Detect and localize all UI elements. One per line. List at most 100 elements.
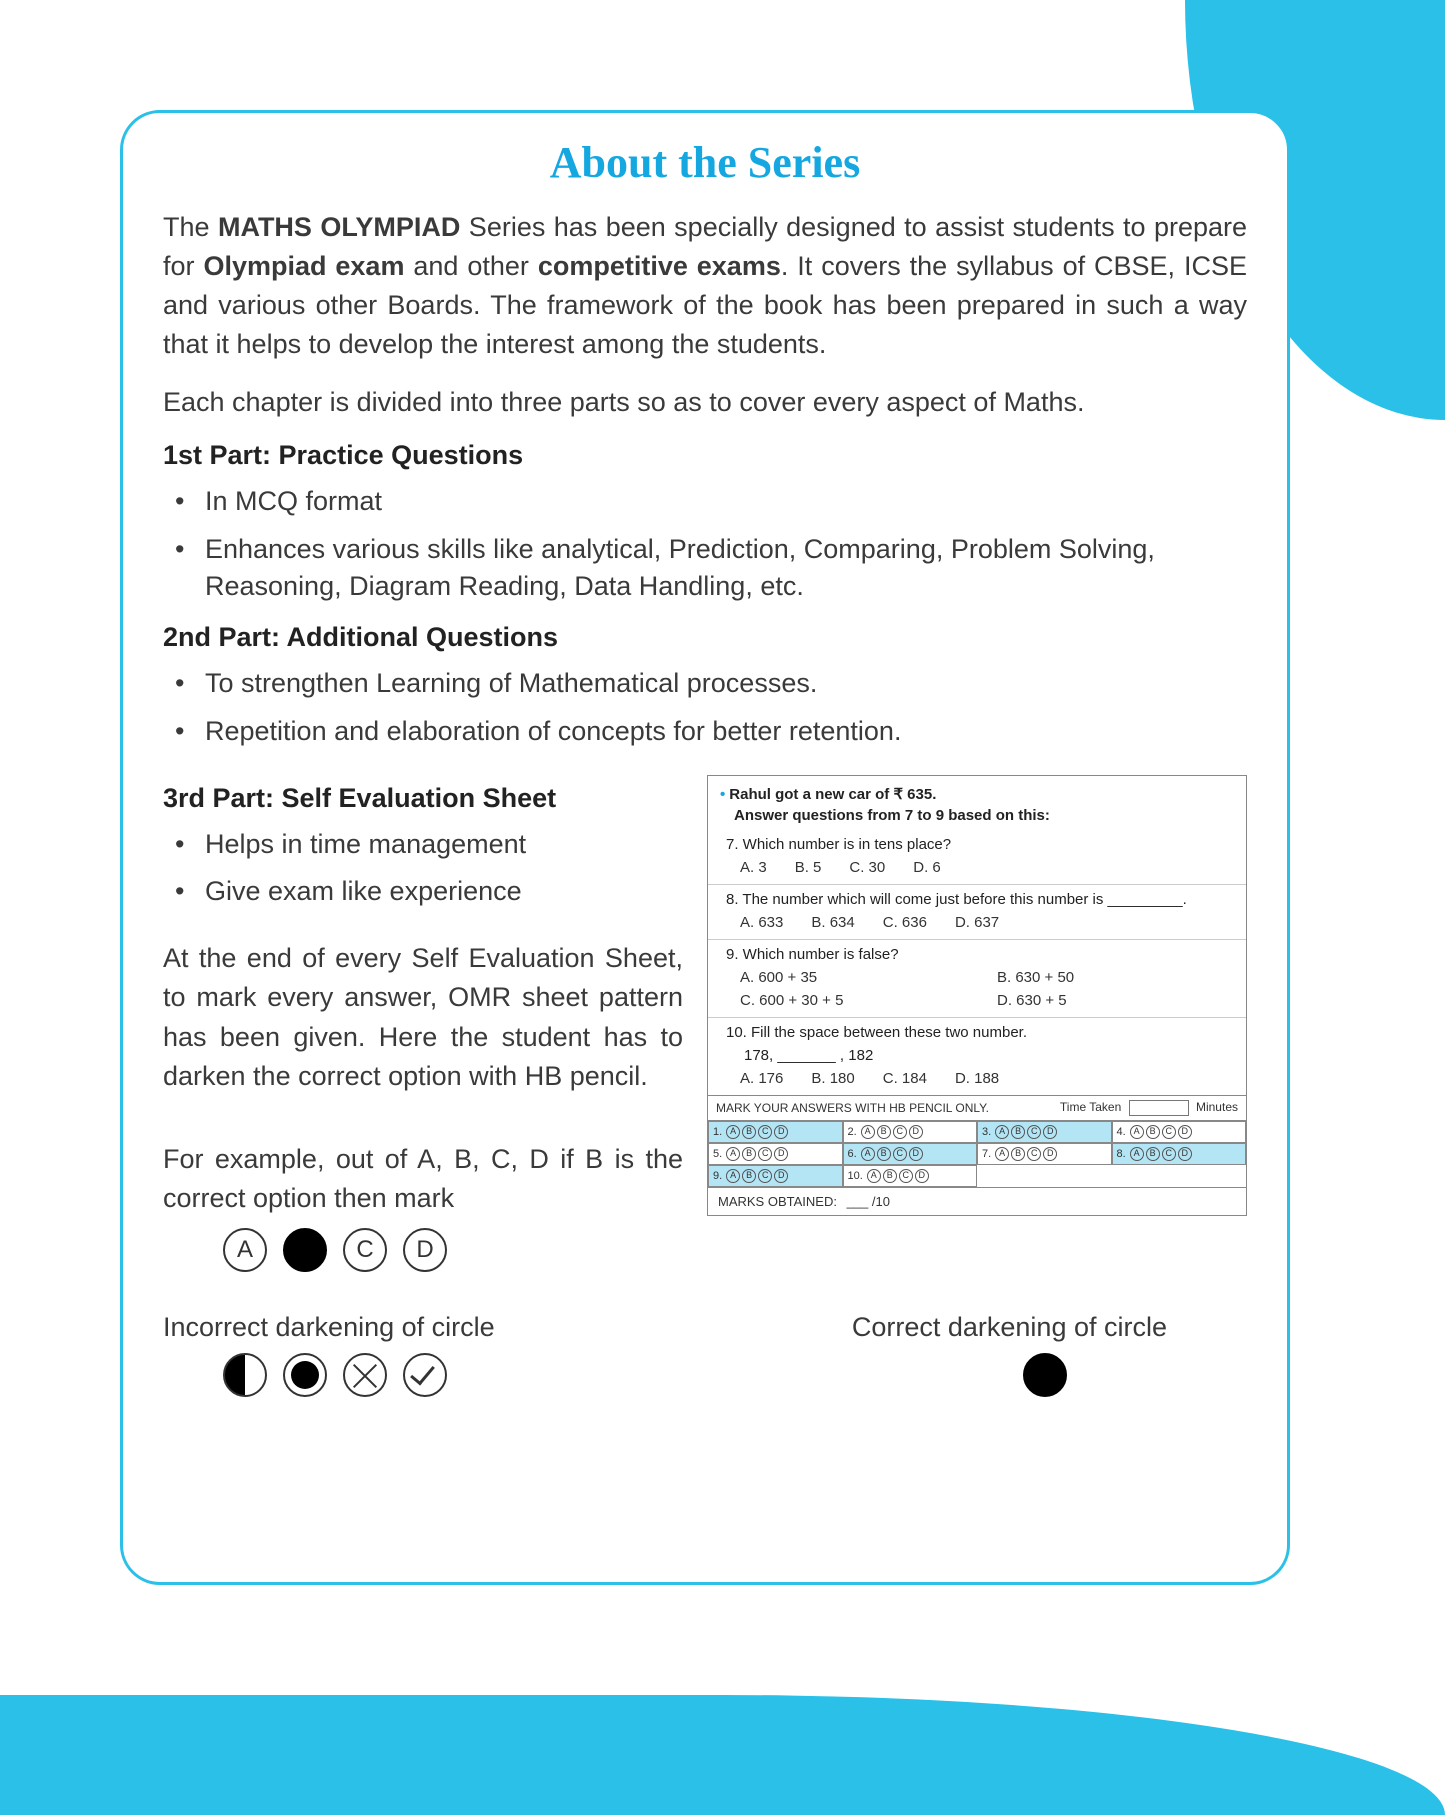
question: 7. Which number is in tens place?A. 3B. …	[708, 830, 1246, 884]
omr-grid: 1.ABCD2.ABCD3.ABCD4.ABCD 5.ABCD6.ABCD7.AB…	[708, 1121, 1246, 1187]
omr-bubble-d[interactable]: D	[909, 1147, 923, 1161]
omr-bubble-a[interactable]: A	[1130, 1125, 1144, 1139]
omr-bubble-d[interactable]: D	[909, 1125, 923, 1139]
omr-bubble-a[interactable]: A	[861, 1147, 875, 1161]
omr-bubble-c[interactable]: C	[1027, 1125, 1041, 1139]
sheet-intro2: Answer questions from 7 to 9 based on th…	[734, 807, 1050, 824]
part3-heading: 3rd Part: Self Evaluation Sheet	[163, 783, 683, 814]
omr-bubble-b[interactable]: B	[883, 1169, 897, 1183]
bullet-item: Helps in time management	[175, 826, 683, 864]
intro-paragraph: The MATHS OLYMPIAD Series has been speci…	[163, 208, 1247, 365]
option: B. 634	[811, 914, 854, 931]
omr-bubble-d[interactable]: D	[774, 1125, 788, 1139]
option: A. 600 + 35	[740, 969, 977, 986]
cross-fill-icon	[343, 1353, 387, 1397]
omr-bubble-a[interactable]: A	[867, 1169, 881, 1183]
omr-bubble-b[interactable]: B	[877, 1125, 891, 1139]
omr-cell[interactable]: 9.ABCD	[708, 1165, 843, 1187]
option: D. 188	[955, 1070, 999, 1087]
omr-bubble-b[interactable]: B	[1146, 1125, 1160, 1139]
omr-bubble-a[interactable]: A	[726, 1169, 740, 1183]
correct-example	[1023, 1353, 1067, 1402]
omr-bubble-c[interactable]: C	[893, 1125, 907, 1139]
option: D. 6	[913, 859, 941, 876]
omr-explain: At the end of every Self Evaluation Shee…	[163, 939, 683, 1096]
omr-bubble-d[interactable]: D	[1178, 1147, 1192, 1161]
option: A. 633	[740, 914, 783, 931]
omr-bubble-c[interactable]: C	[758, 1169, 772, 1183]
omr-cell[interactable]: 7.ABCD	[977, 1143, 1112, 1165]
omr-cell[interactable]: 4.ABCD	[1112, 1121, 1247, 1143]
option: C. 636	[883, 914, 927, 931]
part2-heading: 2nd Part: Additional Questions	[163, 622, 1247, 653]
omr-bubble-d[interactable]: D	[774, 1147, 788, 1161]
incorrect-examples	[223, 1353, 447, 1397]
option: A. 3	[740, 859, 767, 876]
example-explain: For example, out of A, B, C, D if B is t…	[163, 1140, 683, 1218]
omr-bubble-c[interactable]: C	[1162, 1147, 1176, 1161]
marks-row: MARKS OBTAINED: ___ /10	[708, 1187, 1246, 1215]
omr-bubble-a[interactable]: A	[995, 1147, 1009, 1161]
incorrect-label: Incorrect darkening of circle	[163, 1312, 495, 1343]
option: B. 5	[795, 859, 822, 876]
solid-filled-icon	[1023, 1353, 1067, 1397]
option: D. 630 + 5	[997, 992, 1234, 1009]
omr-bubble-b[interactable]: B	[742, 1147, 756, 1161]
option: B. 180	[811, 1070, 854, 1087]
omr-bubble-b[interactable]: B	[742, 1169, 756, 1183]
omr-cell[interactable]: 8.ABCD	[1112, 1143, 1247, 1165]
part2-bullets: To strengthen Learning of Mathematical p…	[163, 665, 1247, 751]
omr-bubble-a[interactable]: A	[726, 1147, 740, 1161]
omr-cell[interactable]: 10.ABCD	[843, 1165, 978, 1187]
choice-bubble-d: D	[403, 1228, 447, 1272]
omr-bubble-c[interactable]: C	[1162, 1125, 1176, 1139]
omr-bubble-c[interactable]: C	[893, 1147, 907, 1161]
omr-bubble-c[interactable]: C	[899, 1169, 913, 1183]
omr-bubble-b[interactable]: B	[1011, 1125, 1025, 1139]
divider-line: Each chapter is divided into three parts…	[163, 383, 1247, 422]
omr-cell[interactable]: 1.ABCD	[708, 1121, 843, 1143]
content-frame: About the Series The MATHS OLYMPIAD Seri…	[120, 110, 1290, 1585]
bullet-item: Repetition and elaboration of concepts f…	[175, 713, 1247, 751]
choice-bubble-b	[283, 1228, 327, 1272]
question: 9. Which number is false?A. 600 + 35B. 6…	[708, 939, 1246, 1017]
sheet-intro1: Rahul got a new car of ₹ 635.	[729, 786, 936, 803]
part3-bullets: Helps in time managementGive exam like e…	[163, 826, 683, 912]
omr-header-text: MARK YOUR ANSWERS WITH HB PENCIL ONLY.	[716, 1101, 989, 1115]
omr-bubble-b[interactable]: B	[1146, 1147, 1160, 1161]
omr-cell[interactable]: 3.ABCD	[977, 1121, 1112, 1143]
example-bubbles: ACD	[223, 1228, 683, 1272]
omr-bubble-c[interactable]: C	[758, 1125, 772, 1139]
part1-bullets: In MCQ formatEnhances various skills lik…	[163, 483, 1247, 606]
half-filled-icon	[223, 1353, 267, 1397]
time-taken-label: Time Taken Minutes	[1060, 1100, 1238, 1116]
omr-bubble-c[interactable]: C	[758, 1147, 772, 1161]
option: C. 30	[849, 859, 885, 876]
omr-bubble-a[interactable]: A	[726, 1125, 740, 1139]
omr-bubble-d[interactable]: D	[1178, 1125, 1192, 1139]
decor-corner-bottom	[0, 1695, 1445, 1815]
omr-bubble-d[interactable]: D	[915, 1169, 929, 1183]
option: C. 600 + 30 + 5	[740, 992, 977, 1009]
omr-bubble-b[interactable]: B	[742, 1125, 756, 1139]
omr-cell[interactable]: 5.ABCD	[708, 1143, 843, 1165]
correct-label: Correct darkening of circle	[852, 1312, 1247, 1343]
omr-bubble-d[interactable]: D	[1043, 1125, 1057, 1139]
option: D. 637	[955, 914, 999, 931]
omr-cell[interactable]: 2.ABCD	[843, 1121, 978, 1143]
omr-bubble-d[interactable]: D	[1043, 1147, 1057, 1161]
time-taken-input[interactable]	[1129, 1100, 1189, 1116]
omr-bubble-a[interactable]: A	[995, 1125, 1009, 1139]
choice-bubble-a: A	[223, 1228, 267, 1272]
omr-bubble-a[interactable]: A	[861, 1125, 875, 1139]
omr-bubble-c[interactable]: C	[1027, 1147, 1041, 1161]
bullet-item: In MCQ format	[175, 483, 1247, 521]
omr-bubble-a[interactable]: A	[1130, 1147, 1144, 1161]
option: A. 176	[740, 1070, 783, 1087]
option: B. 630 + 50	[997, 969, 1234, 986]
omr-cell[interactable]: 6.ABCD	[843, 1143, 978, 1165]
omr-bubble-b[interactable]: B	[1011, 1147, 1025, 1161]
omr-bubble-d[interactable]: D	[774, 1169, 788, 1183]
omr-bubble-b[interactable]: B	[877, 1147, 891, 1161]
part1-heading: 1st Part: Practice Questions	[163, 440, 1247, 471]
